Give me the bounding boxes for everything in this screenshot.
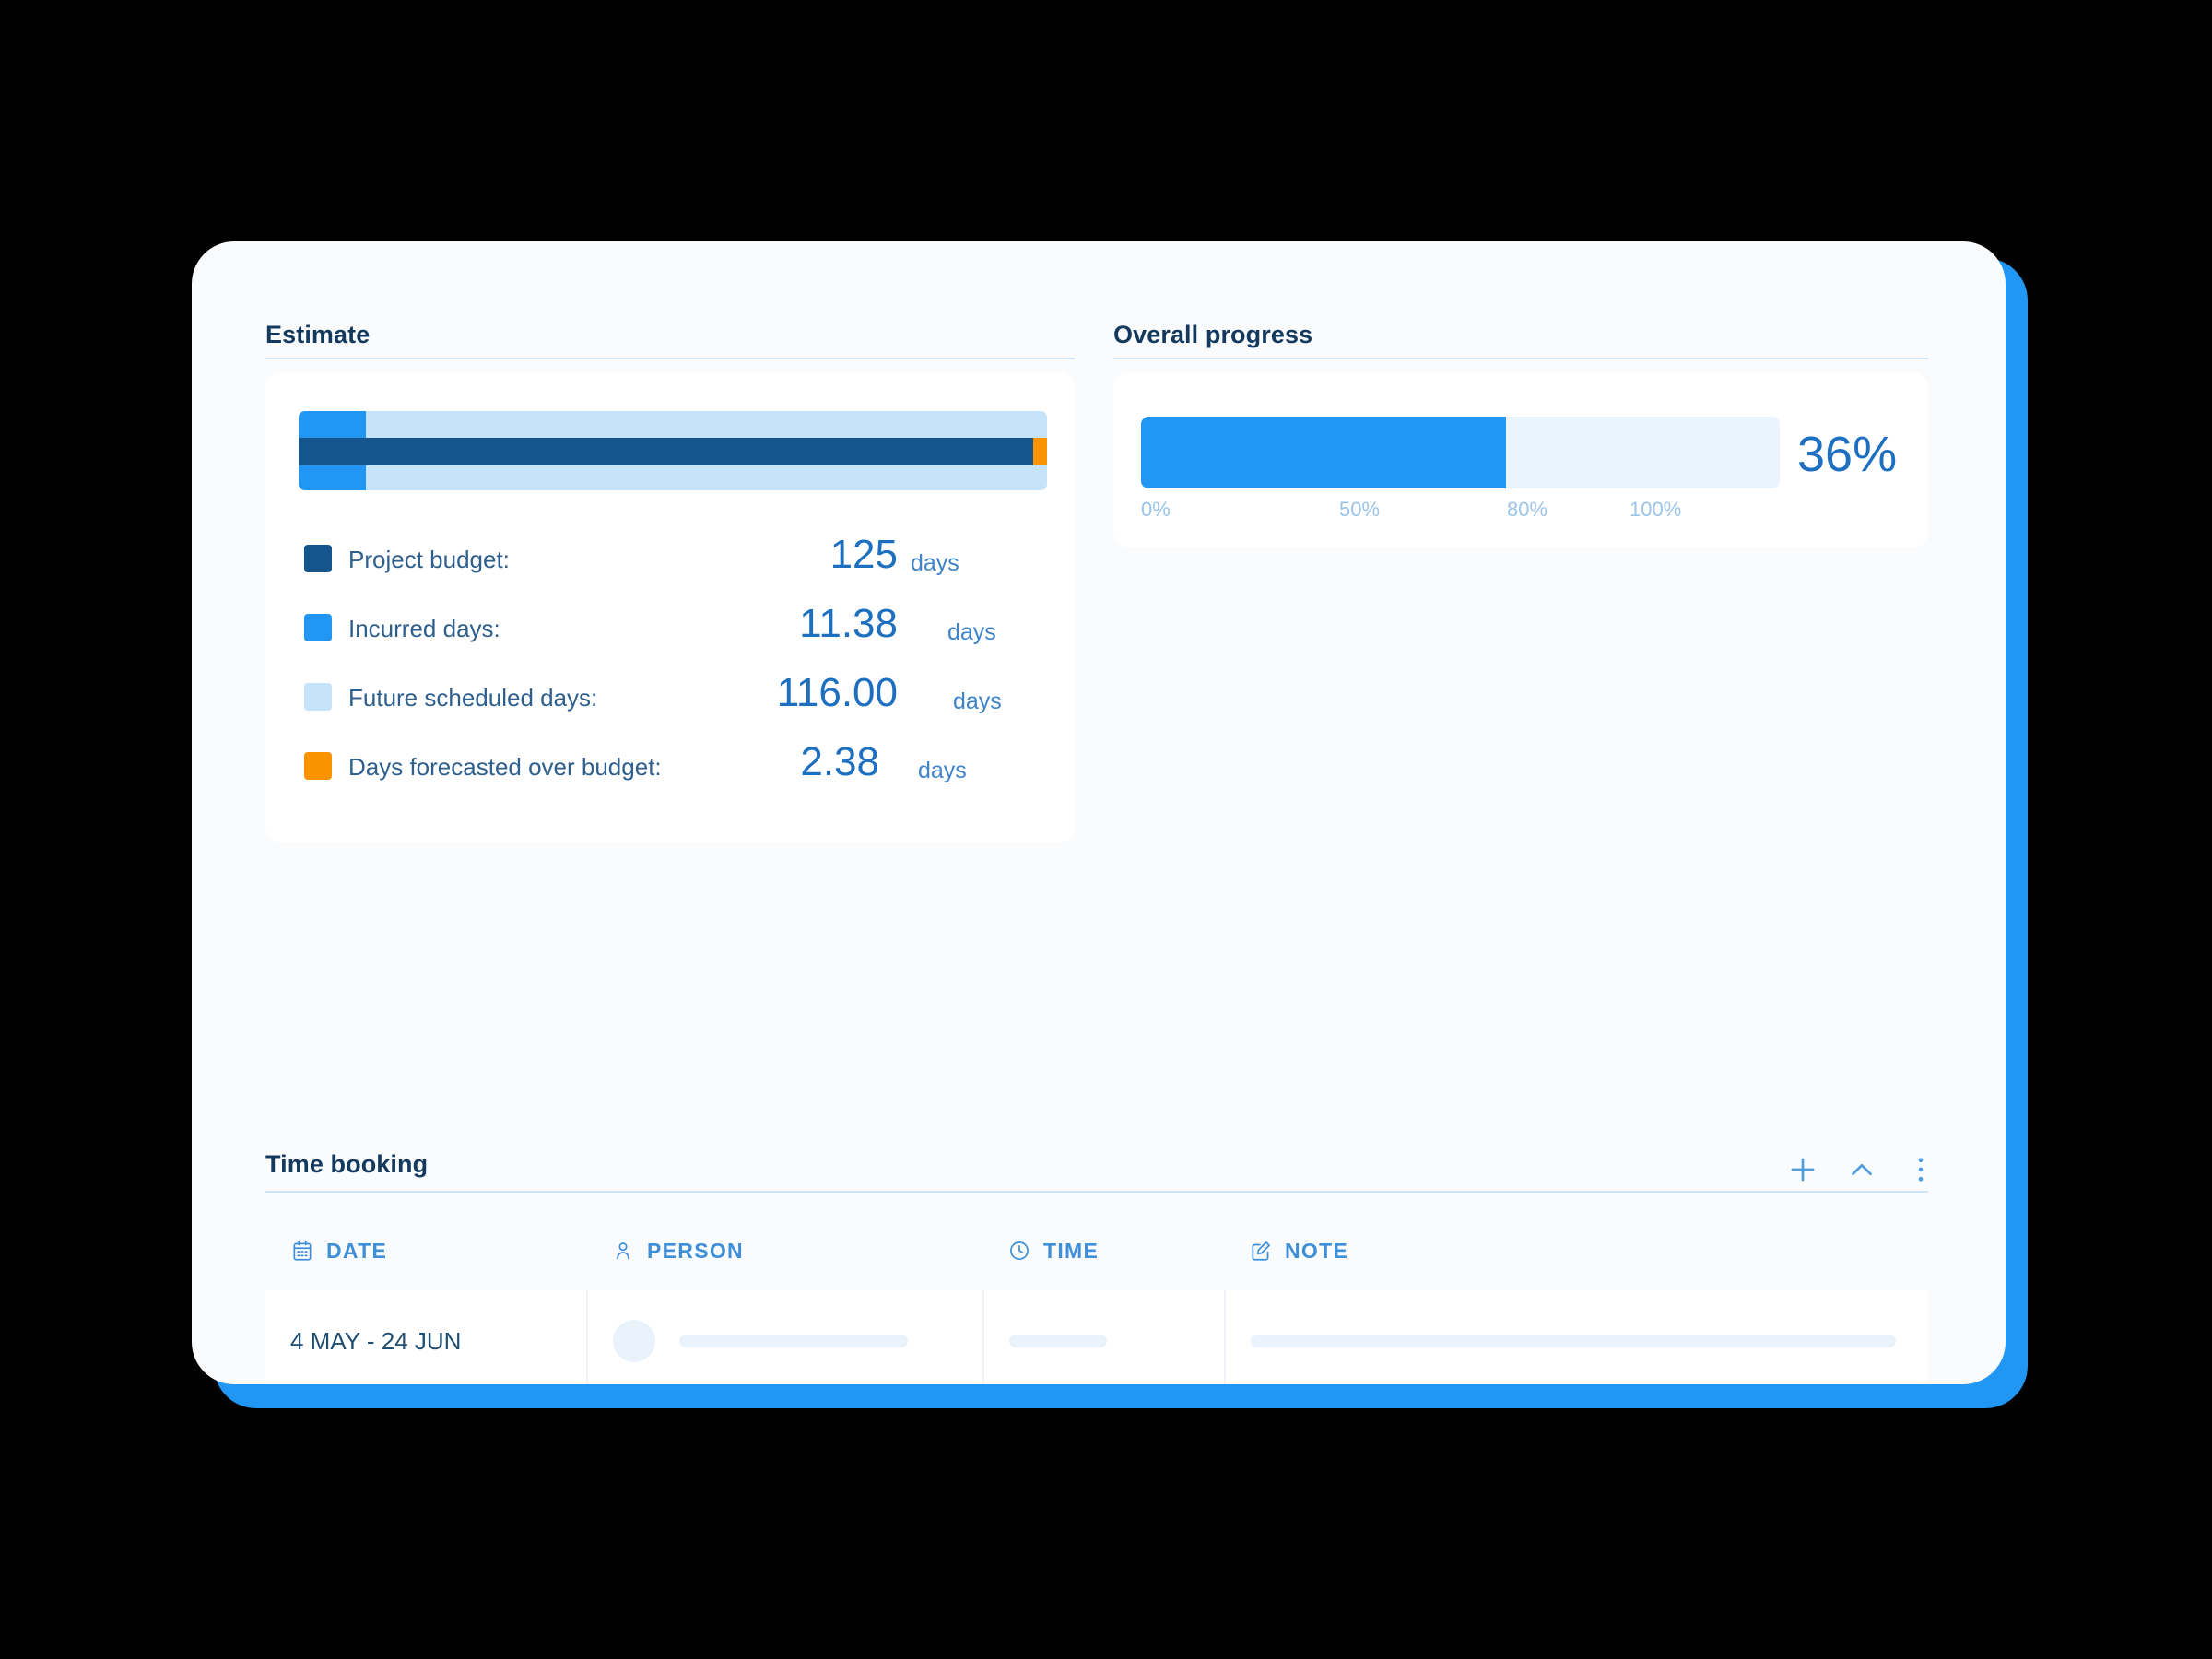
avatar-placeholder [613, 1320, 655, 1362]
progress-percent-label: 36% [1797, 427, 1898, 482]
legend-value-project-budget: 125 [830, 532, 898, 577]
legend-swatch-days-over-budget [304, 752, 332, 780]
estimate-over-budget-segment [1032, 438, 1047, 465]
legend-swatch-incurred-days [304, 614, 332, 641]
progress-panel: 36% 0% 50% 80% 100% [1113, 372, 1928, 547]
estimate-section-divider [265, 358, 1075, 359]
clock-icon [1010, 1241, 1029, 1260]
collapse-section-button[interactable] [1832, 1140, 1891, 1199]
note-edit-icon [1252, 1241, 1270, 1261]
column-header-person[interactable]: PERSON [586, 1239, 982, 1264]
time-value-placeholder [1009, 1335, 1107, 1347]
add-booking-button[interactable] [1773, 1140, 1832, 1199]
cell-note[interactable] [1224, 1290, 1928, 1384]
legend-value-incurred-days: 11.38 [799, 601, 898, 646]
estimate-stacked-bar [299, 411, 1047, 490]
progress-tick-80: 80% [1507, 498, 1548, 521]
dashboard-card: Estimate Overall progress Project budget… [192, 241, 2006, 1384]
estimate-section-title: Estimate [265, 321, 371, 348]
legend-unit-days-over-budget: days [918, 758, 967, 783]
calendar-icon [293, 1241, 312, 1261]
progress-tick-0: 0% [1141, 498, 1171, 521]
estimate-legend: Project budget: 125 days Incurred days: … [299, 527, 1047, 804]
legend-label-incurred-days: Incurred days: [348, 615, 500, 642]
person-icon [617, 1242, 629, 1260]
column-header-time-label: TIME [1043, 1238, 1100, 1263]
column-header-time[interactable]: TIME [982, 1239, 1224, 1264]
column-header-date[interactable]: DATE [265, 1239, 586, 1264]
column-header-person-label: PERSON [647, 1238, 744, 1263]
cell-date[interactable]: 4 MAY - 24 JUN [265, 1290, 586, 1384]
legend-unit-future-scheduled-days: days [953, 688, 1002, 714]
cell-time[interactable] [982, 1290, 1224, 1384]
table-row[interactable]: 4 MAY - 24 JUN [265, 1290, 1928, 1384]
progress-section-title: Overall progress [1113, 321, 1313, 348]
legend-value-future-scheduled-days: 116.00 [776, 670, 898, 715]
estimate-budget-segment [299, 438, 1033, 465]
time-booking-actions [1773, 1140, 1950, 1199]
note-text-placeholder [1251, 1335, 1896, 1347]
progress-tick-50: 50% [1339, 498, 1381, 521]
time-booking-section-title: Time booking [265, 1150, 429, 1178]
legend-value-days-over-budget: 2.38 [800, 739, 879, 784]
legend-label-future-scheduled-days: Future scheduled days: [348, 684, 598, 712]
legend-label-project-budget: Project budget: [348, 546, 510, 573]
legend-unit-incurred-days: days [947, 619, 996, 645]
time-booking-section-divider [265, 1191, 1928, 1193]
legend-row: Days forecasted over budget: 2.38 days [299, 735, 1047, 804]
chevron-up-icon [1852, 1163, 1872, 1176]
legend-row: Future scheduled days: 116.00 days [299, 665, 1047, 735]
person-name-placeholder [679, 1335, 908, 1347]
legend-row: Incurred days: 11.38 days [299, 596, 1047, 665]
plus-icon [1791, 1158, 1815, 1182]
legend-row: Project budget: 125 days [299, 527, 1047, 596]
cell-date-text: 4 MAY - 24 JUN [290, 1326, 462, 1355]
progress-section-divider [1113, 358, 1928, 359]
legend-label-days-over-budget: Days forecasted over budget: [348, 753, 662, 781]
legend-swatch-future-scheduled-days [304, 683, 332, 711]
more-vertical-icon [1918, 1158, 1924, 1182]
table-header-row: DATE PERSON TIME [265, 1211, 1928, 1290]
column-header-note[interactable]: NOTE [1224, 1239, 1928, 1264]
column-header-note-label: NOTE [1285, 1238, 1349, 1263]
estimate-panel: Project budget: 125 days Incurred days: … [265, 372, 1075, 842]
column-header-date-label: DATE [326, 1238, 388, 1263]
progress-bar-fill [1141, 417, 1506, 488]
legend-swatch-project-budget [304, 545, 332, 572]
estimate-budget-band [299, 438, 1047, 465]
legend-unit-project-budget: days [911, 550, 959, 576]
cell-person[interactable] [586, 1290, 982, 1384]
progress-bar-track [1141, 417, 1780, 488]
time-booking-table: DATE PERSON TIME [265, 1211, 1928, 1384]
progress-tick-100: 100% [1630, 498, 1682, 521]
more-options-button[interactable] [1891, 1140, 1950, 1199]
